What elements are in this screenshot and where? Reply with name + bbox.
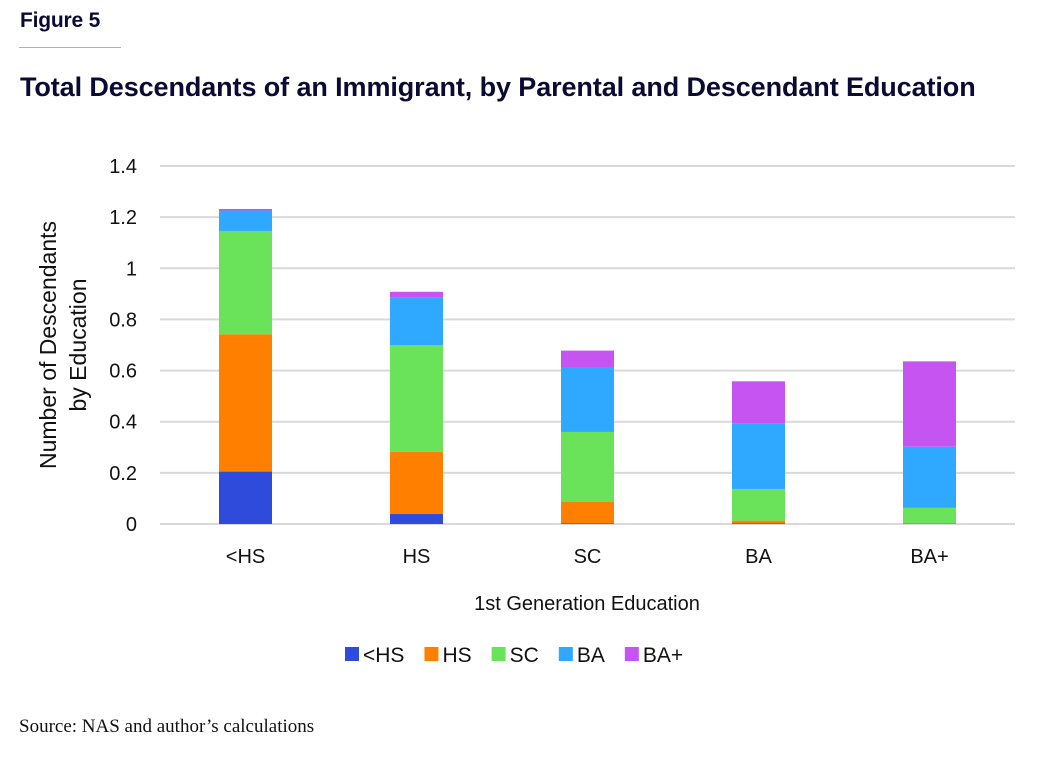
legend-item: <HS (345, 644, 404, 667)
figure-label-underline (19, 47, 121, 48)
stacked-bar-chart: 0 0.2 0.4 0.6 0.8 1 1.2 1.4 <HS HS SC BA BA+ Number… (35, 156, 1015, 667)
source-note: Source: NAS and author’s calculations (19, 716, 315, 737)
bar-stack (561, 350, 614, 524)
bar-segment (903, 522, 956, 524)
legend-swatch (558, 647, 573, 661)
y-axis-label-line: by Education (65, 279, 91, 412)
bar-segment (390, 291, 443, 298)
y-tick-label: 1.4 (109, 156, 137, 178)
legend-label: <HS (363, 644, 404, 667)
legend-swatch (624, 647, 639, 661)
bars (219, 208, 956, 524)
y-tick-label: 1 (126, 258, 137, 280)
bar-segment (732, 488, 785, 521)
x-tick-label: BA (745, 546, 772, 568)
y-tick-label: 0.8 (109, 309, 137, 331)
bar-segment (219, 471, 272, 524)
x-axis-label: 1st Generation Education (474, 593, 700, 615)
x-tick-label: SC (574, 546, 602, 568)
legend-item: BA+ (624, 644, 683, 667)
bar-segment (561, 366, 614, 432)
bar-segment (732, 423, 785, 489)
y-tick-label: 0.6 (109, 361, 137, 383)
bar-segment (561, 431, 614, 503)
x-tick-label: <HS (226, 546, 265, 568)
bar-stack (903, 361, 956, 524)
bar-segment (390, 451, 443, 515)
bar-segment (561, 523, 614, 524)
bar-segment (561, 350, 614, 367)
bar-segment (732, 523, 785, 524)
bar-stack (219, 208, 272, 524)
legend-label: BA (577, 644, 605, 667)
legend-swatch (345, 647, 359, 661)
legend-item: BA (558, 644, 605, 667)
legend-label: SC (510, 644, 539, 667)
legend-label: HS (442, 644, 471, 667)
y-axis-label-line: Number of Descendants (35, 221, 61, 469)
x-tick-label: BA+ (910, 546, 948, 568)
figure-label: Figure 5 (20, 9, 101, 32)
bar-segment (219, 334, 272, 472)
x-axis-tick-labels: <HS HS SC BA BA+ (226, 546, 949, 568)
bar-segment (561, 502, 614, 524)
bar-stack (390, 291, 443, 524)
legend-item: SC (491, 644, 539, 667)
y-tick-label: 0.4 (109, 412, 137, 434)
x-tick-label: HS (403, 546, 431, 568)
bar-segment (219, 208, 272, 211)
y-axis-tick-labels: 0 0.2 0.4 0.6 0.8 1 1.2 1.4 (109, 156, 137, 536)
legend-swatch (491, 647, 506, 661)
bar-segment (219, 230, 272, 335)
bar-segment (903, 446, 956, 508)
bar-segment (390, 514, 443, 524)
chart-title: Total Descendants of an Immigrant, by Pa… (20, 72, 976, 102)
bar-segment (219, 210, 272, 231)
bar-segment (903, 361, 956, 447)
y-tick-label: 1.2 (109, 207, 137, 229)
bar-segment (732, 381, 785, 424)
legend-swatch (424, 647, 439, 661)
y-tick-label: 0.2 (109, 463, 137, 485)
y-axis-label: Number of Descendants by Education (35, 221, 91, 469)
bar-segment (732, 520, 785, 524)
legend-label: BA+ (643, 644, 683, 667)
legend-item: HS (424, 644, 472, 667)
y-tick-label: 0 (126, 514, 137, 536)
bar-segment (903, 507, 956, 523)
bar-stack (732, 381, 785, 524)
bar-segment (390, 297, 443, 346)
legend: <HS HS SC BA BA+ (345, 644, 683, 667)
bar-segment (390, 345, 443, 452)
